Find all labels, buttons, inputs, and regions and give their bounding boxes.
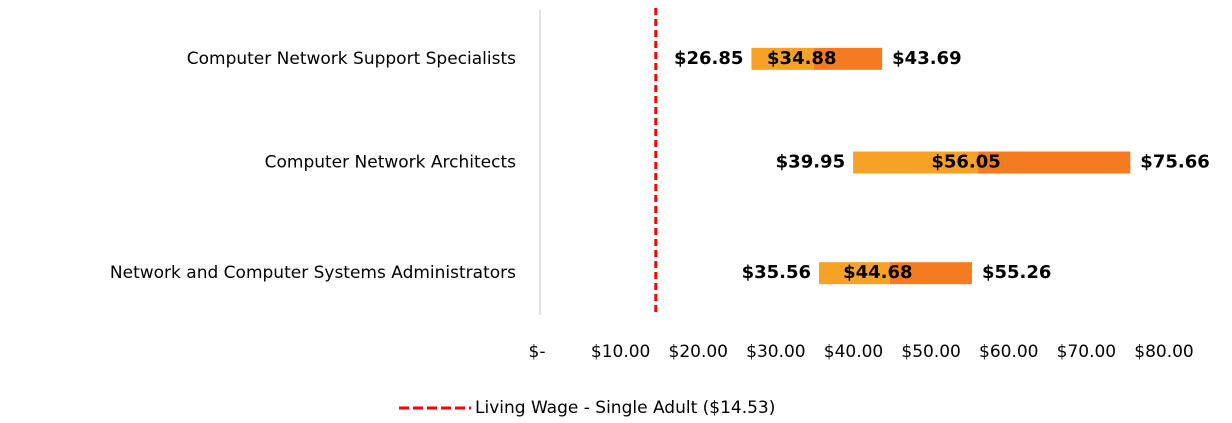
x-tick-label: $70.00: [1057, 342, 1116, 362]
median-label: $34.88: [767, 48, 836, 69]
x-tick-label: $80.00: [1134, 342, 1193, 362]
bar-lower: [819, 262, 890, 285]
legend-label: Living Wage - Single Adult ($14.53): [475, 398, 775, 418]
low-label: $26.85: [674, 48, 743, 69]
low-label: $35.56: [742, 262, 811, 283]
low-label: $39.95: [776, 152, 845, 173]
high-label: $43.69: [892, 48, 961, 69]
high-label: $55.26: [982, 262, 1051, 283]
median-label: $44.68: [843, 262, 912, 283]
x-tick-label: $60.00: [979, 342, 1038, 362]
bar-lower: [853, 151, 979, 174]
bar-upper: [978, 151, 1131, 174]
category-label: Computer Network Support Specialists: [187, 49, 516, 69]
high-label: $75.66: [1140, 152, 1209, 173]
bar-upper: [889, 262, 972, 285]
category-label: Network and Computer Systems Administrat…: [110, 263, 516, 283]
bar-lower: [751, 47, 814, 70]
x-tick-label: $50.00: [901, 342, 960, 362]
x-tick-label: $20.00: [669, 342, 728, 362]
x-tick-label: $-: [529, 342, 546, 362]
category-label: Computer Network Architects: [265, 153, 517, 173]
median-label: $56.05: [931, 152, 1000, 173]
bar-upper: [813, 47, 883, 70]
x-tick-label: $10.00: [591, 342, 650, 362]
x-tick-label: $40.00: [824, 342, 883, 362]
x-tick-label: $30.00: [746, 342, 805, 362]
